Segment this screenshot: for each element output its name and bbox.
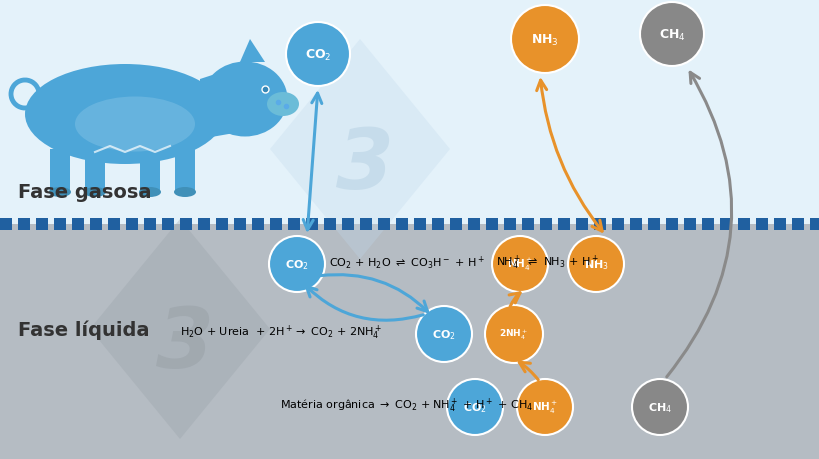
Ellipse shape — [49, 188, 71, 197]
Text: NH$_3$: NH$_3$ — [583, 257, 608, 271]
Polygon shape — [240, 40, 265, 63]
Circle shape — [286, 23, 350, 87]
Bar — [287, 218, 300, 230]
Bar — [305, 218, 318, 230]
Ellipse shape — [84, 188, 106, 197]
Bar — [504, 218, 515, 230]
Bar — [665, 218, 677, 230]
Polygon shape — [269, 40, 450, 259]
Bar — [72, 218, 84, 230]
Text: NH$_4^+$: NH$_4^+$ — [506, 257, 532, 273]
Bar — [378, 218, 390, 230]
Bar — [162, 218, 174, 230]
Circle shape — [568, 236, 623, 292]
Bar — [54, 218, 66, 230]
Bar — [396, 218, 408, 230]
Text: NH$_3$: NH$_3$ — [531, 33, 558, 47]
Bar — [342, 218, 354, 230]
Bar — [36, 218, 48, 230]
Bar — [809, 218, 819, 230]
Bar — [575, 218, 587, 230]
Bar — [414, 218, 426, 230]
Bar — [215, 218, 228, 230]
Ellipse shape — [174, 188, 196, 197]
Bar — [85, 150, 105, 195]
Ellipse shape — [267, 93, 299, 117]
Circle shape — [631, 379, 687, 435]
Bar — [611, 218, 623, 230]
Bar — [557, 218, 569, 230]
Bar — [791, 218, 803, 230]
Bar — [108, 218, 120, 230]
Text: CO$_2$: CO$_2$ — [463, 400, 486, 414]
Text: CO$_2$: CO$_2$ — [432, 327, 455, 341]
Bar — [324, 218, 336, 230]
Text: H$_2$O + Ureia  + 2H$^+$$\rightarrow$ CO$_2$ + 2NH$_4^+$: H$_2$O + Ureia + 2H$^+$$\rightarrow$ CO$… — [180, 323, 382, 341]
Bar — [629, 218, 641, 230]
Bar — [450, 218, 461, 230]
Circle shape — [484, 305, 542, 363]
Bar — [468, 218, 479, 230]
Text: 3: 3 — [336, 124, 393, 205]
Circle shape — [510, 6, 578, 74]
Bar — [593, 218, 605, 230]
Bar — [647, 218, 659, 230]
Ellipse shape — [75, 97, 195, 152]
Bar — [251, 218, 264, 230]
Bar — [486, 218, 497, 230]
Text: Matéria orgânica $\rightarrow$ CO$_2$ + NH$_4^+$ + H$^+$ + CH$_4$: Matéria orgânica $\rightarrow$ CO$_2$ + … — [279, 396, 532, 414]
Bar — [0, 224, 819, 459]
Ellipse shape — [202, 62, 287, 137]
Ellipse shape — [139, 188, 161, 197]
Bar — [0, 218, 12, 230]
Bar — [144, 218, 156, 230]
Bar — [126, 218, 138, 230]
Bar — [197, 218, 210, 230]
Circle shape — [415, 306, 472, 362]
Circle shape — [269, 236, 324, 292]
Circle shape — [491, 236, 547, 292]
Polygon shape — [200, 67, 240, 140]
Bar — [140, 150, 160, 195]
Bar — [755, 218, 767, 230]
Polygon shape — [90, 219, 269, 439]
Bar — [432, 218, 443, 230]
Bar — [701, 218, 713, 230]
Bar — [18, 218, 30, 230]
Text: CH$_4$: CH$_4$ — [658, 28, 685, 42]
Bar — [269, 218, 282, 230]
Bar — [719, 218, 731, 230]
Text: 2NH$_4^+$: 2NH$_4^+$ — [499, 327, 528, 341]
Text: Fase gasosa: Fase gasosa — [18, 182, 152, 201]
Bar — [180, 218, 192, 230]
Bar — [0, 0, 819, 224]
Text: CH$_4$: CH$_4$ — [647, 400, 672, 414]
Bar — [773, 218, 785, 230]
Bar — [540, 218, 551, 230]
Text: CO$_2$: CO$_2$ — [305, 47, 331, 62]
Bar — [737, 218, 749, 230]
Ellipse shape — [25, 65, 224, 165]
Bar — [174, 150, 195, 195]
Bar — [50, 150, 70, 195]
Text: NH$_4^+$: NH$_4^+$ — [532, 399, 557, 415]
Text: CO$_2$: CO$_2$ — [285, 257, 309, 271]
Bar — [90, 218, 102, 230]
Bar — [683, 218, 695, 230]
Bar — [233, 218, 246, 230]
Text: CO$_2$ + H$_2$O $\rightleftharpoons$ CO$_3$H$^-$ + H$^+$: CO$_2$ + H$_2$O $\rightleftharpoons$ CO$… — [328, 254, 484, 271]
Circle shape — [516, 379, 572, 435]
Circle shape — [446, 379, 502, 435]
Bar — [522, 218, 533, 230]
Circle shape — [639, 3, 704, 67]
Text: Fase líquida: Fase líquida — [18, 319, 149, 339]
Text: 3: 3 — [156, 304, 214, 385]
Text: NH$_4^+$ $\rightleftharpoons$ NH$_3$ + H$^+$: NH$_4^+$ $\rightleftharpoons$ NH$_3$ + H… — [495, 253, 598, 272]
Bar — [360, 218, 372, 230]
